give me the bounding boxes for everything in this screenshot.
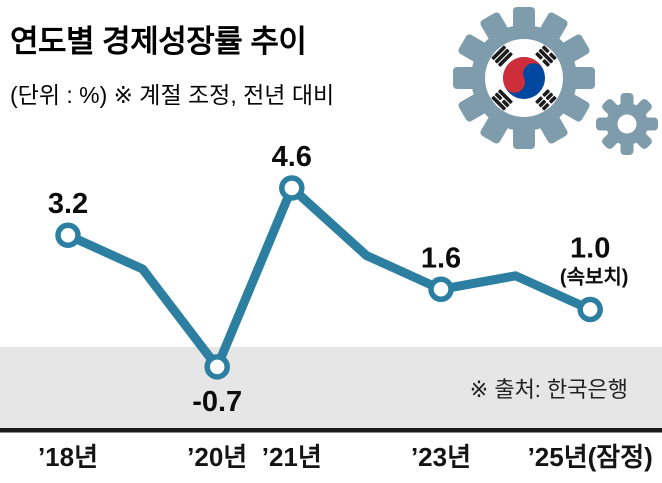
value-label: 4.6 — [272, 141, 312, 173]
trigram-gam-icon — [535, 45, 557, 67]
value-label: 1.6 — [421, 242, 461, 274]
small-gear-icon — [596, 93, 658, 155]
korea-flag-gear-icon — [453, 7, 595, 149]
source-band — [0, 347, 662, 430]
trigram-gon-icon — [535, 89, 557, 111]
taegeuk-icon — [503, 57, 545, 99]
data-point-marker — [428, 276, 454, 303]
gear-hole — [617, 114, 637, 134]
data-point-marker — [279, 175, 305, 201]
data-point-marker — [577, 296, 603, 323]
source-note: ※ 출처: 한국은행 — [470, 377, 628, 402]
data-point-marker — [55, 222, 81, 248]
x-axis-line — [0, 428, 662, 433]
x-tick-label: ’23년 — [411, 442, 471, 472]
trigram-geon-icon — [491, 45, 513, 67]
growth-trend-line — [63, 183, 595, 372]
x-tick-label: ’20년 — [187, 442, 247, 472]
chart-plot-area: 3.2 -0.7 4.6 1.6 1.0(속보치) ’18년 ’20년 ’21년 ’23년 ’25… — [38, 141, 653, 472]
value-label: -0.7 — [192, 386, 242, 418]
data-point-marker — [204, 354, 230, 380]
value-label: 1.0 — [570, 233, 610, 265]
x-tick-label: ’18년 — [38, 442, 98, 472]
chart-title: 연도별 경제성장률 추이 — [10, 24, 307, 59]
value-sublabel: (속보치) — [560, 266, 629, 289]
trigram-ri-icon — [491, 89, 513, 111]
x-tick-label: ’25년(잠정) — [528, 442, 653, 472]
chart-subtitle: (단위 : %) ※ 계절 조정, 전년 대비 — [10, 82, 335, 108]
value-label: 3.2 — [48, 188, 88, 220]
x-tick-label: ’21년 — [262, 442, 322, 472]
